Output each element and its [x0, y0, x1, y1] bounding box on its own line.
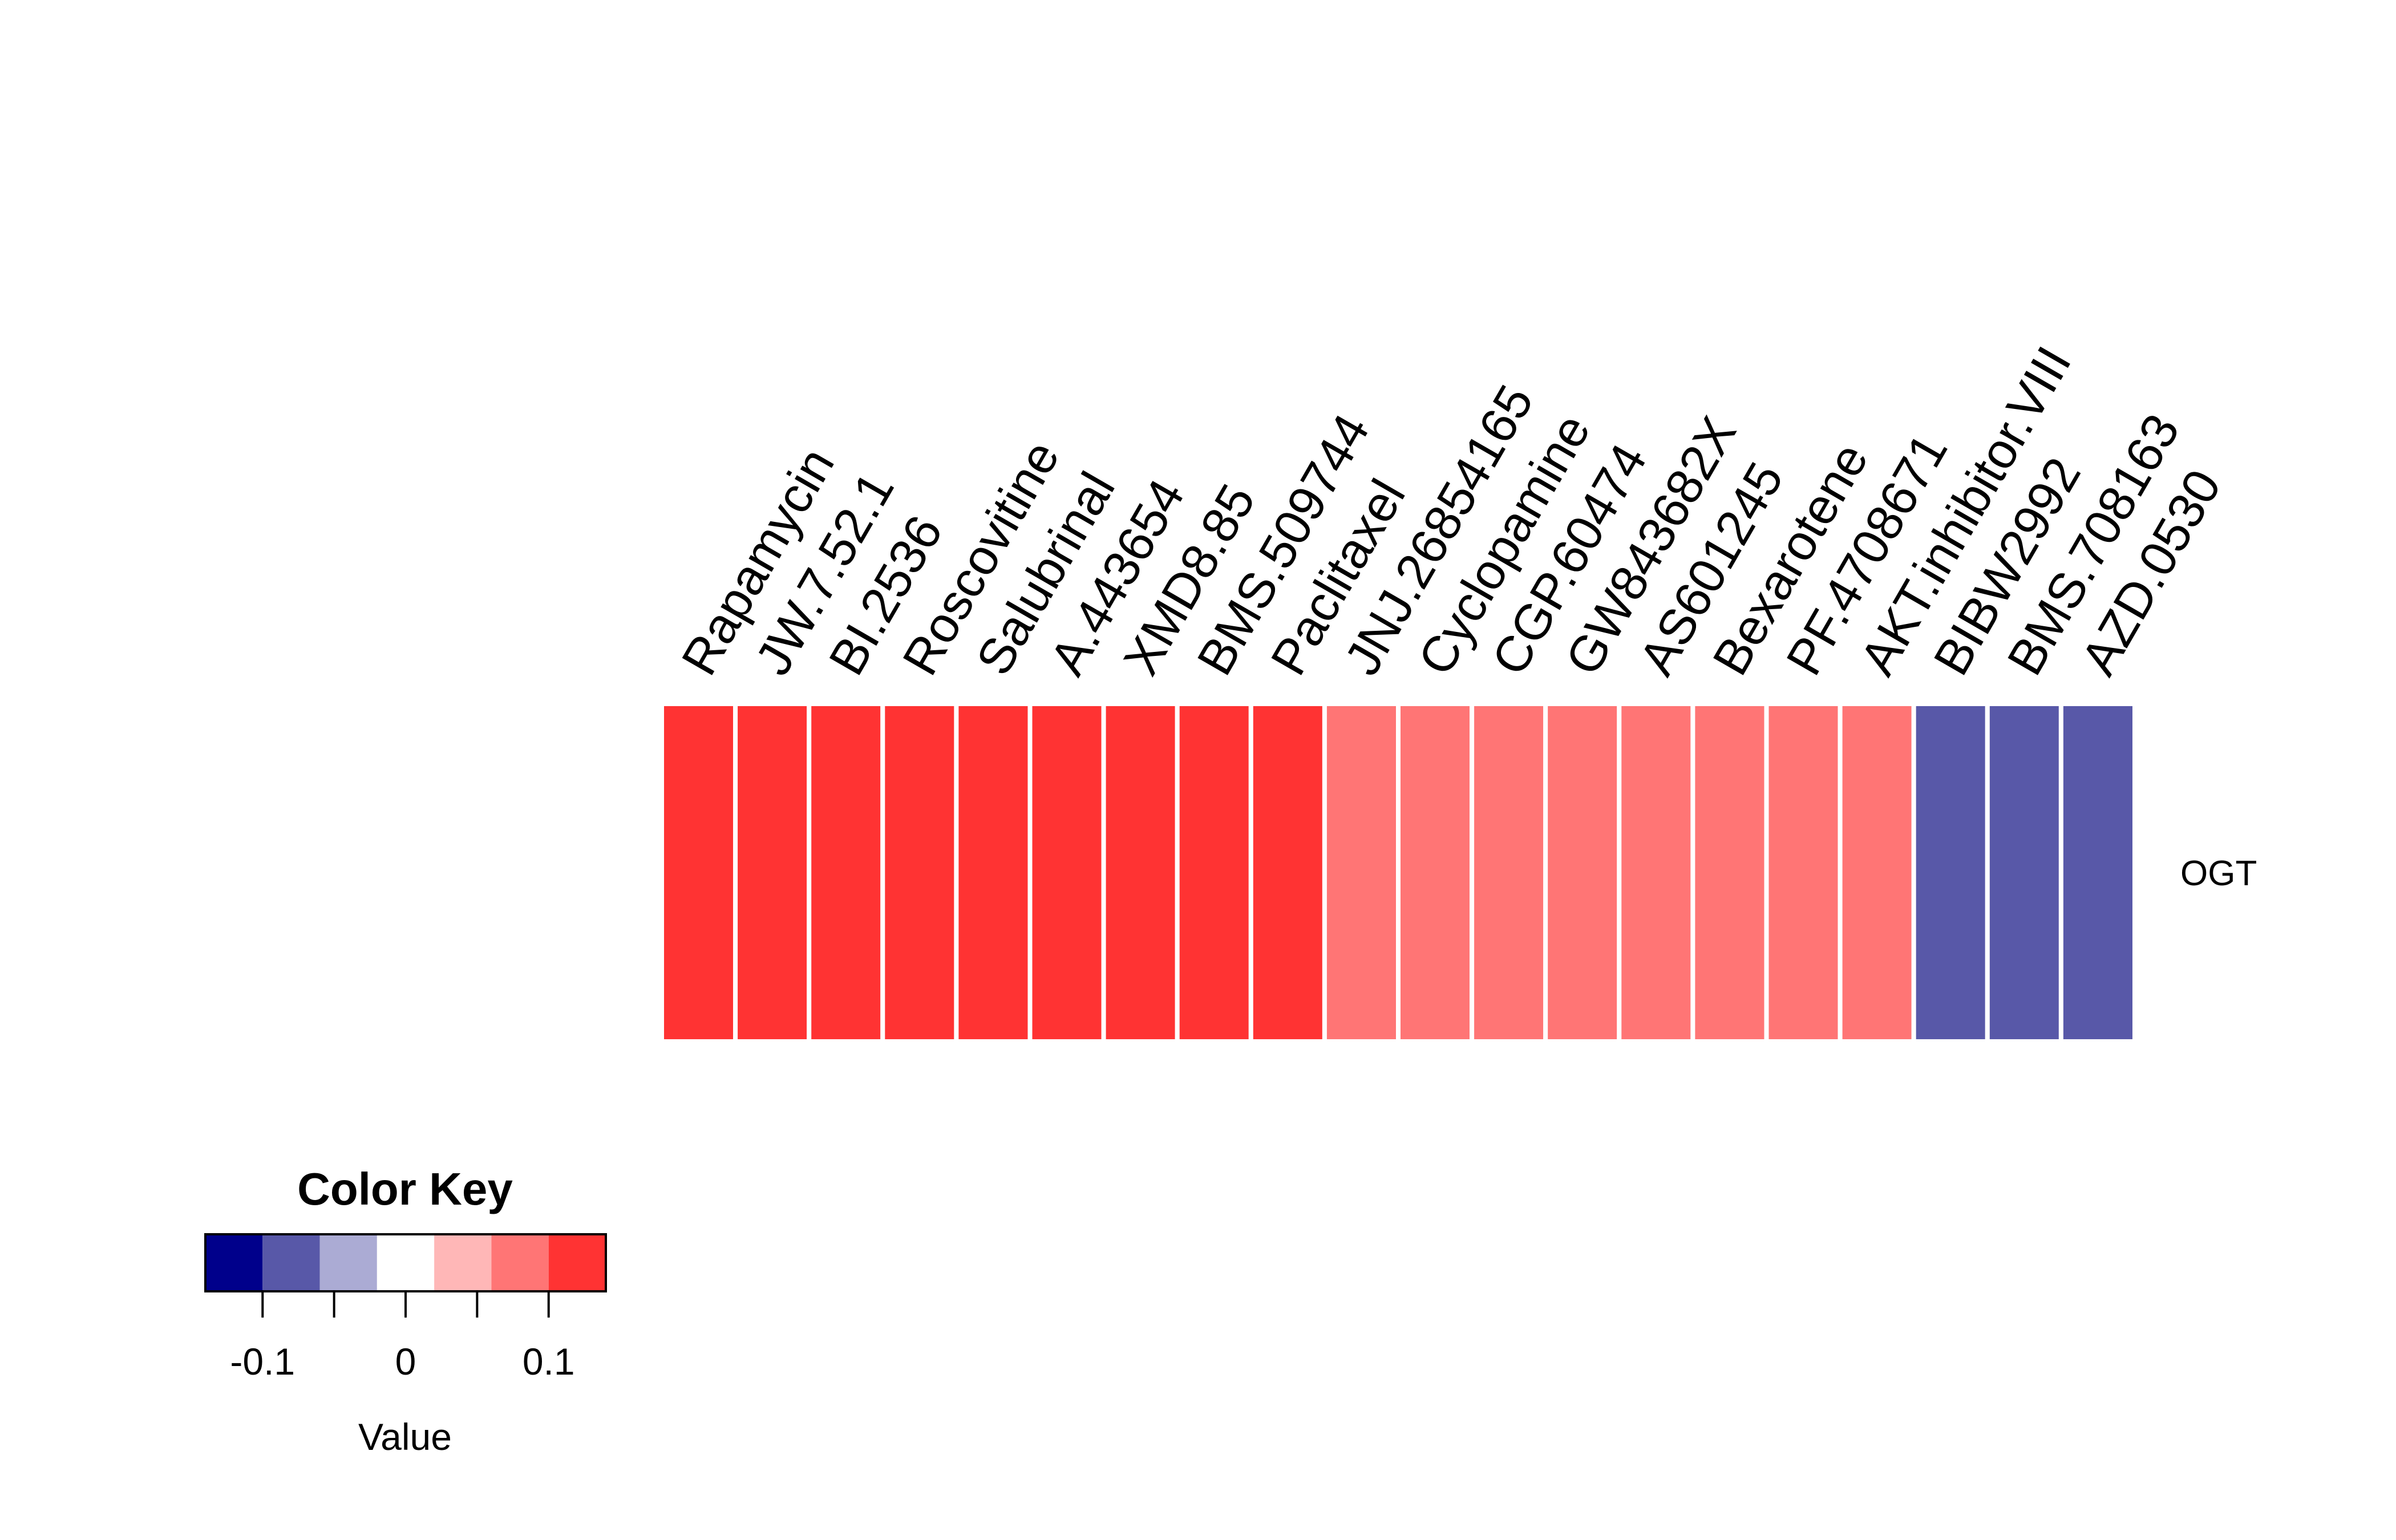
color-key-axis-label: Value	[358, 1416, 452, 1458]
color-key-tick-label: -0.1	[230, 1340, 295, 1383]
color-key-swatch	[262, 1234, 320, 1291]
heatmap-cell	[1764, 702, 1843, 1044]
color-key-swatches	[204, 1233, 607, 1292]
heatmap-cell	[1911, 702, 1990, 1044]
heatmap-cell	[1617, 702, 1695, 1044]
heatmap-cell	[1101, 702, 1180, 1044]
color-key-swatch	[434, 1234, 492, 1291]
color-key-swatch	[491, 1234, 549, 1291]
heatmap-cell	[1985, 702, 2063, 1044]
color-key-ticks: -0.1 0 0.1	[230, 1291, 575, 1383]
color-key-swatch	[377, 1234, 435, 1291]
color-key-tick-label: 0.1	[523, 1340, 575, 1383]
heatmap-cell	[880, 702, 959, 1044]
heatmap-cell	[659, 702, 738, 1044]
heatmap-cells	[659, 702, 2137, 1044]
heatmap-cell	[1396, 702, 1475, 1044]
color-key-title: Color Key	[297, 1164, 513, 1214]
heatmap-cell	[807, 702, 885, 1044]
color-key-tick-label: 0	[395, 1340, 416, 1383]
heatmap-cell	[1690, 702, 1769, 1044]
heatmap-cell	[954, 702, 1033, 1044]
row-labels: OGT	[2180, 854, 2257, 893]
heatmap-cell	[733, 702, 812, 1044]
color-key-swatch	[205, 1234, 263, 1291]
heatmap-cell	[1838, 702, 1916, 1044]
color-key: Color Key -0.1 0 0.1 Value	[204, 1164, 607, 1458]
heatmap-cell	[1027, 702, 1106, 1044]
color-key-swatch	[548, 1234, 606, 1291]
heatmap-cell	[1248, 702, 1327, 1044]
heatmap-cell	[1470, 702, 1548, 1044]
heatmap-cell	[1322, 702, 1401, 1044]
heatmap-cell	[1543, 702, 1622, 1044]
heatmap-cell	[2058, 702, 2137, 1044]
column-labels: RapamycinJW.7.52.1BI.2536RoscovitineSalu…	[670, 337, 2232, 684]
color-key-swatch	[319, 1234, 377, 1291]
heatmap-cell	[1175, 702, 1253, 1044]
row-label: OGT	[2180, 854, 2257, 893]
